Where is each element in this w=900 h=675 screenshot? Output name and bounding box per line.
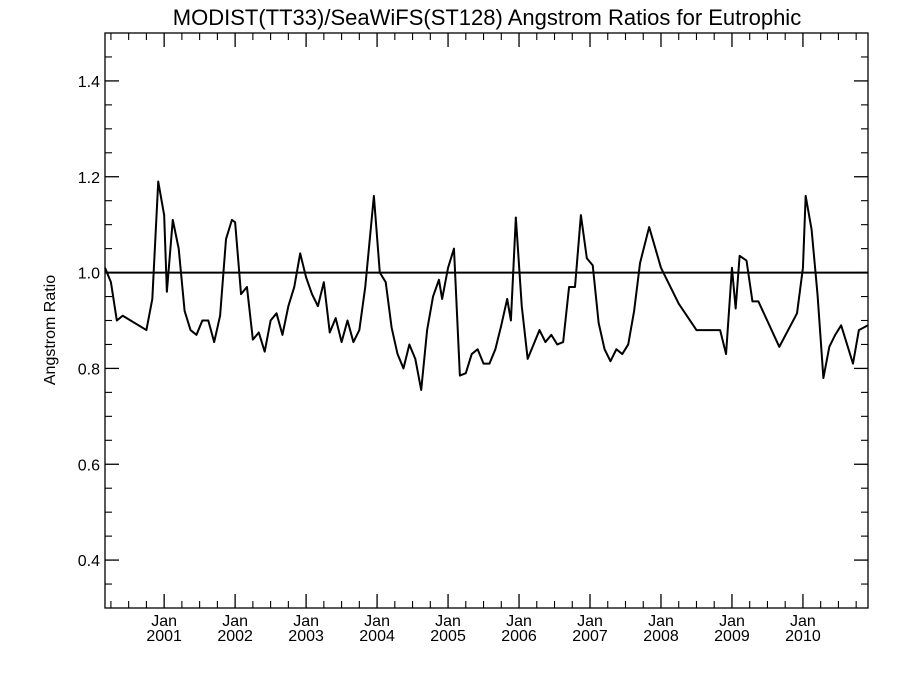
y-tick-label: 1.0 — [78, 266, 100, 283]
y-tick-label: 0.6 — [78, 457, 100, 474]
x-tick-year: 2010 — [785, 628, 821, 645]
x-tick-year: 2005 — [430, 628, 466, 645]
y-axis-label: Angstrom Ratio — [42, 275, 59, 385]
x-tick-year: 2006 — [501, 628, 537, 645]
x-tick-year: 2008 — [643, 628, 679, 645]
x-tick-year: 2003 — [288, 628, 324, 645]
x-tick-year: 2009 — [714, 628, 750, 645]
x-tick-month: Jan — [506, 613, 532, 630]
series-line — [104, 180, 869, 391]
x-tick-month: Jan — [151, 613, 177, 630]
y-tick-label: 1.4 — [78, 74, 100, 91]
y-tick-label: 0.4 — [78, 553, 100, 570]
axis-ticks — [105, 33, 868, 608]
x-tick-year: 2007 — [572, 628, 608, 645]
y-tick-label: 1.2 — [78, 170, 100, 187]
x-tick-month: Jan — [648, 613, 674, 630]
x-tick-year: 2004 — [359, 628, 395, 645]
tick-labels: 0.40.60.81.01.21.4Jan2001Jan2002Jan2003J… — [78, 74, 821, 645]
x-tick-year: 2002 — [217, 628, 253, 645]
x-tick-month: Jan — [364, 613, 390, 630]
plot-frame — [104, 32, 869, 609]
x-tick-year: 2001 — [146, 628, 182, 645]
x-tick-month: Jan — [790, 613, 816, 630]
x-tick-month: Jan — [719, 613, 745, 630]
x-tick-month: Jan — [222, 613, 248, 630]
x-tick-month: Jan — [435, 613, 461, 630]
chart-title: MODIST(TT33)/SeaWiFS(ST128) Angstrom Rat… — [173, 5, 801, 30]
x-tick-month: Jan — [577, 613, 603, 630]
x-tick-month: Jan — [293, 613, 319, 630]
y-tick-label: 0.8 — [78, 361, 100, 378]
